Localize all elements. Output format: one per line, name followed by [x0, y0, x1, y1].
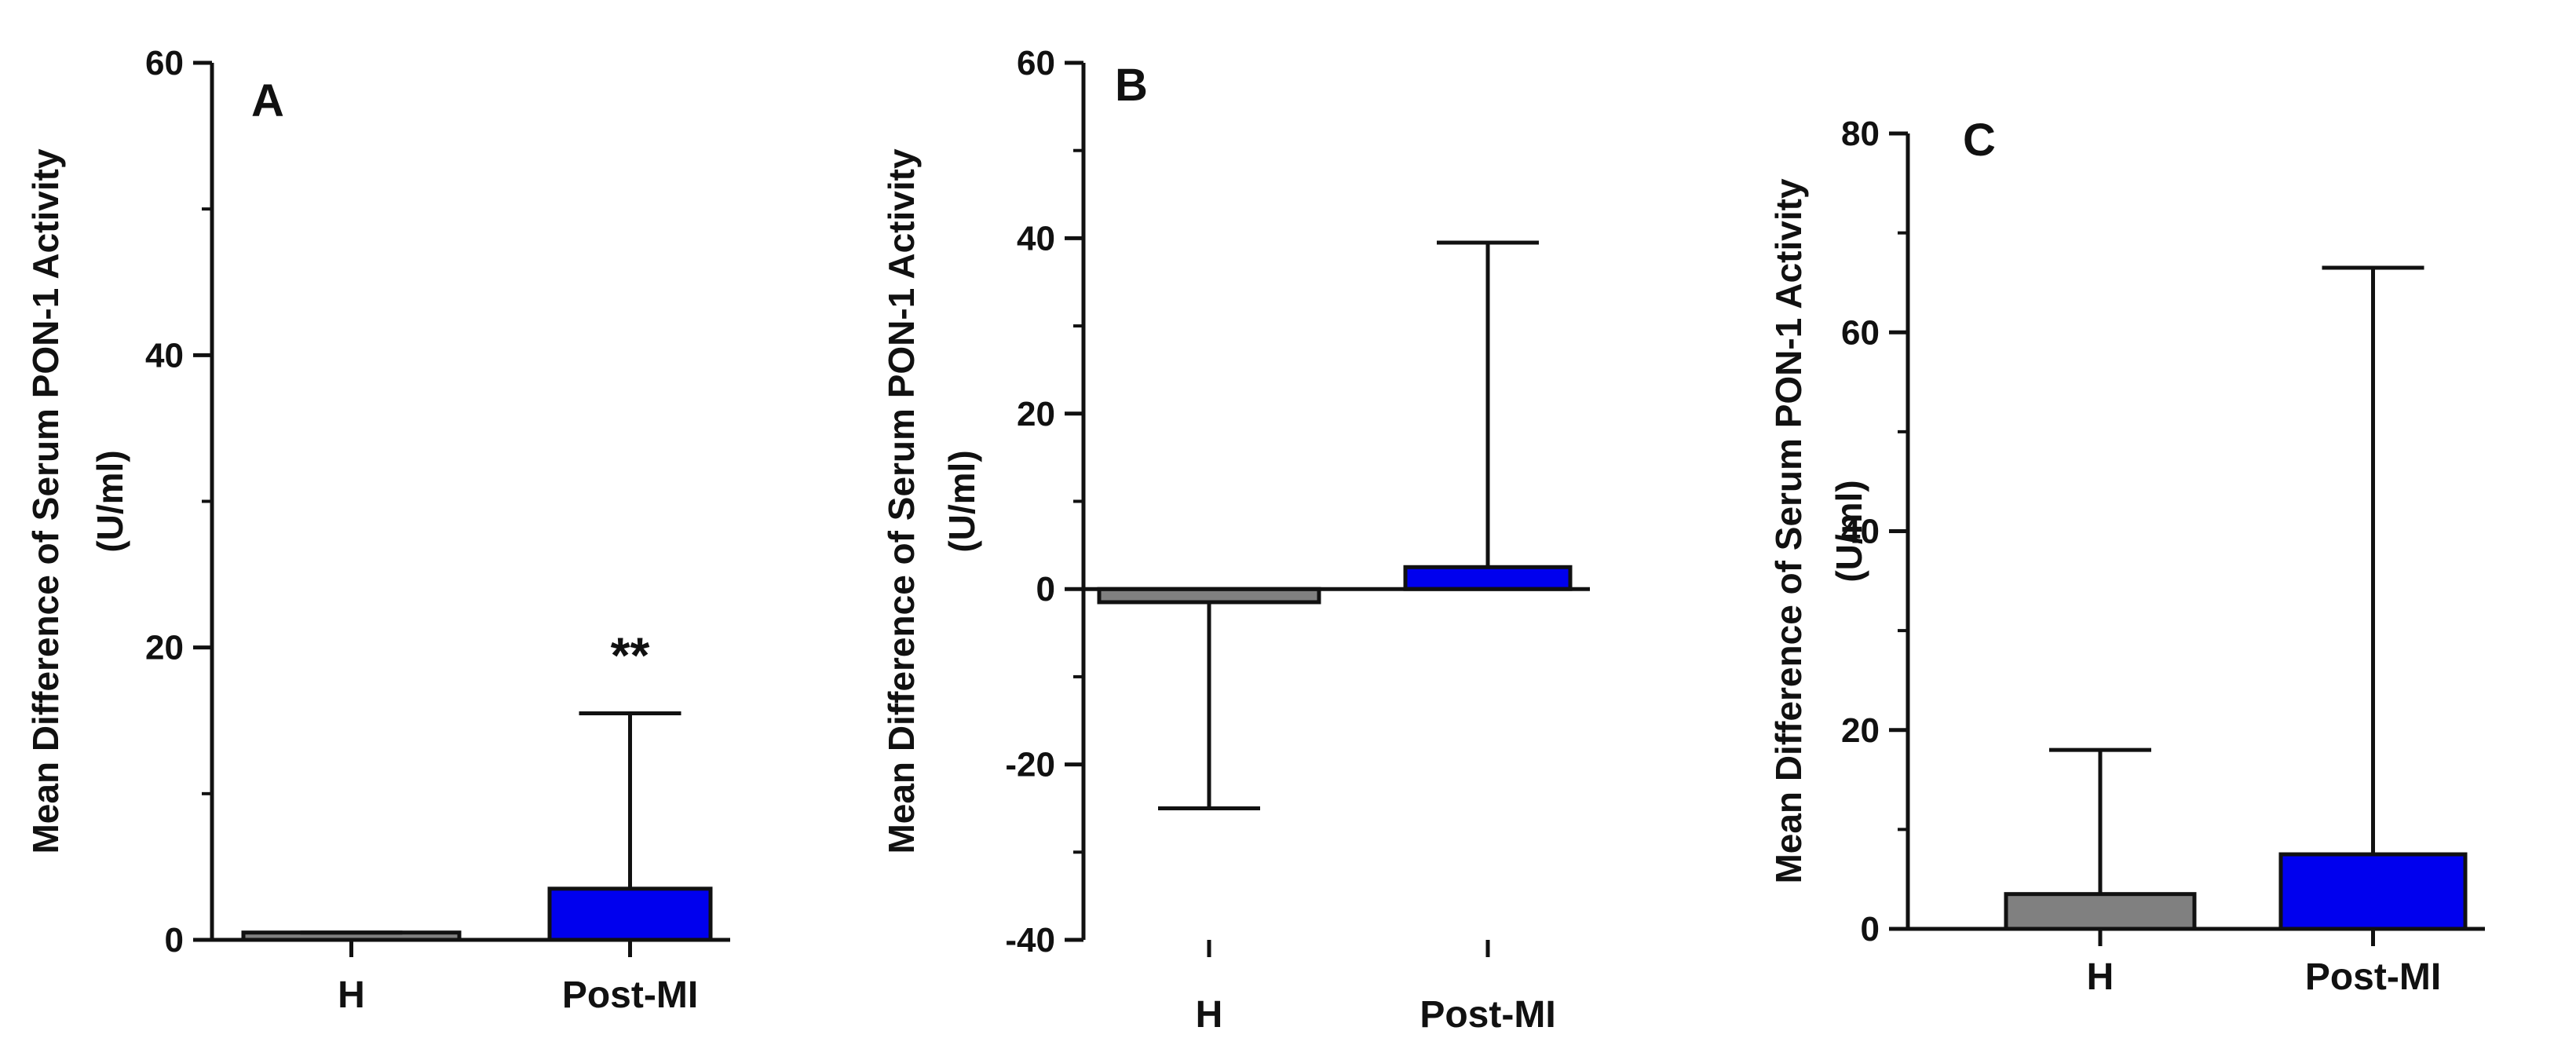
y-tick-label: 80 — [1841, 115, 1880, 153]
y-tick-label: 60 — [1017, 44, 1055, 82]
y-tick-label: 60 — [145, 44, 184, 82]
x-category-label: H — [1196, 994, 1223, 1036]
significance-annotation: ** — [611, 627, 650, 683]
y-tick-label: -20 — [1005, 746, 1055, 784]
x-category-label: H — [338, 974, 365, 1016]
x-category-label: H — [2087, 956, 2114, 998]
y-axis-label: Mean Difference of Serum PON-1 Activity — [881, 148, 922, 853]
panel-letter: C — [1963, 115, 1996, 166]
y-axis-label-units: (U/ml) — [1829, 480, 1869, 582]
y-tick-label: 0 — [1861, 910, 1880, 948]
y-tick-label: 60 — [1841, 313, 1880, 352]
bar-h — [1097, 587, 1321, 605]
y-tick-label: 40 — [1841, 513, 1880, 551]
bar-post-mi — [2278, 852, 2468, 931]
y-tick-label: 0 — [1036, 570, 1055, 609]
x-category-label: Post-MI — [2305, 956, 2441, 998]
y-tick-label: -40 — [1005, 921, 1055, 959]
y-tick-label: 0 — [165, 921, 184, 959]
x-category-label: Post-MI — [1420, 994, 1555, 1036]
y-tick-label: 40 — [1017, 219, 1055, 258]
y-axis-label: Mean Difference of Serum PON-1 Activity — [1768, 178, 1809, 883]
bar-post-mi — [547, 886, 713, 942]
bar-h — [2004, 892, 2197, 931]
x-category-label: Post-MI — [562, 974, 698, 1016]
panel-letter: B — [1115, 60, 1148, 111]
y-axis-label-units: (U/ml) — [90, 450, 130, 552]
bar-post-mi — [1403, 565, 1573, 591]
y-axis-label-units: (U/ml) — [941, 450, 982, 552]
y-tick-label: 20 — [1017, 395, 1055, 433]
panel-letter: A — [251, 75, 284, 126]
panel-a: 0 20 40 60 H Post-MI A ** Mean Difference of Ser… — [25, 44, 730, 1016]
y-tick-label: 20 — [1841, 711, 1880, 750]
panel-b: -40 -20 0 20 40 60 H Post-MI B Mean Difference of… — [881, 44, 1590, 1036]
y-tick-label: 20 — [145, 629, 184, 667]
panel-c: 0 20 40 60 80 H Post-MI C Mean Difference of Ser… — [1768, 115, 2485, 998]
y-tick-label: 40 — [145, 336, 184, 375]
y-axis-label: Mean Difference of Serum PON-1 Activity — [25, 148, 66, 853]
